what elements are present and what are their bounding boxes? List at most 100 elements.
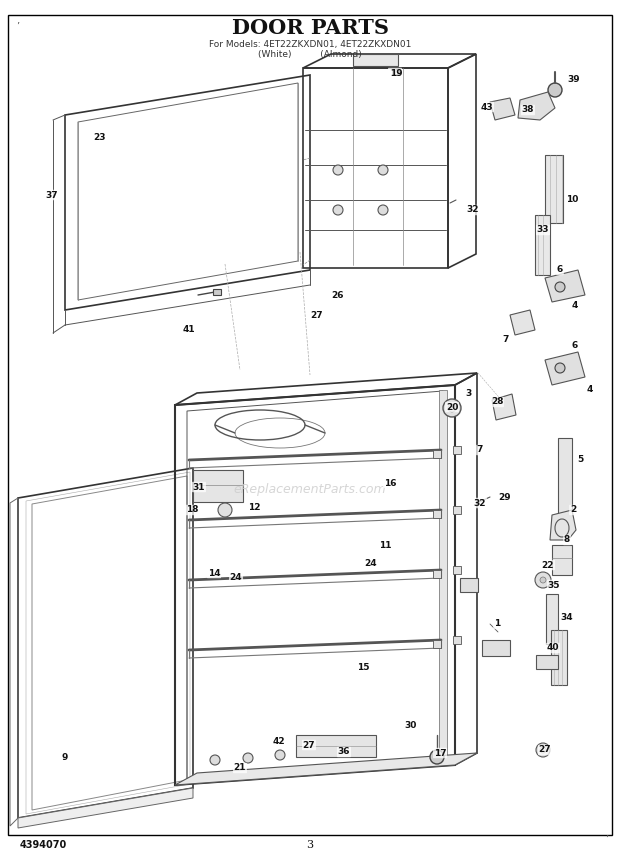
Bar xyxy=(193,470,243,502)
Text: 8: 8 xyxy=(564,536,570,544)
Text: 16: 16 xyxy=(384,479,396,487)
Bar xyxy=(453,636,461,644)
Bar xyxy=(303,68,448,268)
Text: 4: 4 xyxy=(587,386,593,394)
Text: 24: 24 xyxy=(365,559,378,567)
Circle shape xyxy=(275,750,285,760)
Bar xyxy=(460,578,478,592)
Text: 40: 40 xyxy=(547,643,559,653)
Polygon shape xyxy=(545,352,585,385)
Text: For Models: 4ET22ZKXDN01, 4ET22ZKXDN01: For Models: 4ET22ZKXDN01, 4ET22ZKXDN01 xyxy=(209,40,411,48)
Circle shape xyxy=(443,399,461,417)
Text: (White)          (Almond): (White) (Almond) xyxy=(258,49,362,59)
Bar xyxy=(439,390,447,755)
Circle shape xyxy=(333,165,343,175)
Text: 27: 27 xyxy=(303,740,316,749)
Circle shape xyxy=(536,743,550,757)
Circle shape xyxy=(333,205,343,215)
Text: 14: 14 xyxy=(208,568,220,578)
Text: 9: 9 xyxy=(62,753,68,763)
Bar xyxy=(552,545,572,575)
Text: 10: 10 xyxy=(566,195,578,205)
Text: 4: 4 xyxy=(572,300,578,309)
Circle shape xyxy=(555,363,565,373)
Text: 31: 31 xyxy=(193,482,205,492)
Text: 24: 24 xyxy=(229,573,242,581)
Text: 17: 17 xyxy=(433,748,446,758)
Bar xyxy=(453,506,461,514)
Text: 5: 5 xyxy=(577,455,583,464)
Text: 39: 39 xyxy=(568,76,580,84)
Circle shape xyxy=(555,282,565,292)
Text: ’: ’ xyxy=(16,22,19,32)
Circle shape xyxy=(540,577,546,583)
Text: 23: 23 xyxy=(94,133,106,143)
Text: 21: 21 xyxy=(234,764,246,772)
Bar xyxy=(433,640,441,648)
Bar xyxy=(453,566,461,574)
Bar xyxy=(296,735,376,757)
Circle shape xyxy=(218,503,232,517)
Text: 30: 30 xyxy=(405,722,417,730)
Text: 2: 2 xyxy=(570,505,576,515)
Text: DOOR PARTS: DOOR PARTS xyxy=(231,18,389,38)
Text: eReplacementParts.com: eReplacementParts.com xyxy=(234,484,386,497)
Text: 33: 33 xyxy=(537,226,549,234)
Text: 20: 20 xyxy=(446,402,458,412)
Bar xyxy=(433,510,441,518)
Text: 26: 26 xyxy=(330,292,343,300)
Text: 28: 28 xyxy=(491,398,503,406)
Text: 42: 42 xyxy=(273,738,285,746)
Text: 19: 19 xyxy=(390,70,402,78)
Circle shape xyxy=(243,753,253,763)
Polygon shape xyxy=(492,394,516,420)
Bar xyxy=(535,215,550,275)
Text: 29: 29 xyxy=(498,492,511,501)
Text: 3: 3 xyxy=(465,388,471,398)
Text: 6: 6 xyxy=(557,265,563,275)
Bar xyxy=(353,54,398,66)
Circle shape xyxy=(378,205,388,215)
Circle shape xyxy=(378,165,388,175)
Circle shape xyxy=(548,83,562,97)
Circle shape xyxy=(535,572,551,588)
Text: 13: 13 xyxy=(389,69,401,77)
Circle shape xyxy=(430,750,444,764)
Text: ’: ’ xyxy=(605,835,608,845)
Polygon shape xyxy=(518,92,555,120)
Text: 41: 41 xyxy=(183,325,195,335)
Text: 37: 37 xyxy=(46,190,58,200)
Bar xyxy=(482,640,510,656)
Bar xyxy=(453,446,461,454)
Bar xyxy=(536,655,558,669)
Text: 11: 11 xyxy=(379,542,391,550)
Bar xyxy=(551,630,567,685)
Text: 32: 32 xyxy=(467,206,479,214)
Bar xyxy=(433,570,441,578)
Text: 27: 27 xyxy=(539,746,551,754)
Text: 1: 1 xyxy=(494,620,500,629)
Circle shape xyxy=(448,404,456,412)
Polygon shape xyxy=(175,753,477,785)
Text: 43: 43 xyxy=(480,102,494,112)
Text: 18: 18 xyxy=(186,505,198,515)
Text: 36: 36 xyxy=(338,747,350,757)
Text: 7: 7 xyxy=(477,445,483,455)
Bar xyxy=(433,450,441,458)
Text: 6: 6 xyxy=(572,340,578,350)
Text: 32: 32 xyxy=(474,499,486,507)
Text: 22: 22 xyxy=(542,561,554,569)
Bar xyxy=(545,155,563,223)
Text: 3: 3 xyxy=(306,840,314,850)
Text: 38: 38 xyxy=(522,106,534,115)
Polygon shape xyxy=(550,510,576,540)
Text: 4394070: 4394070 xyxy=(20,840,67,850)
Text: 27: 27 xyxy=(311,311,323,319)
Text: 12: 12 xyxy=(248,504,260,512)
Text: 15: 15 xyxy=(356,664,370,672)
Polygon shape xyxy=(490,98,515,120)
Text: 34: 34 xyxy=(560,614,574,623)
Polygon shape xyxy=(545,270,585,302)
Text: 35: 35 xyxy=(547,580,560,590)
Bar xyxy=(558,438,572,528)
